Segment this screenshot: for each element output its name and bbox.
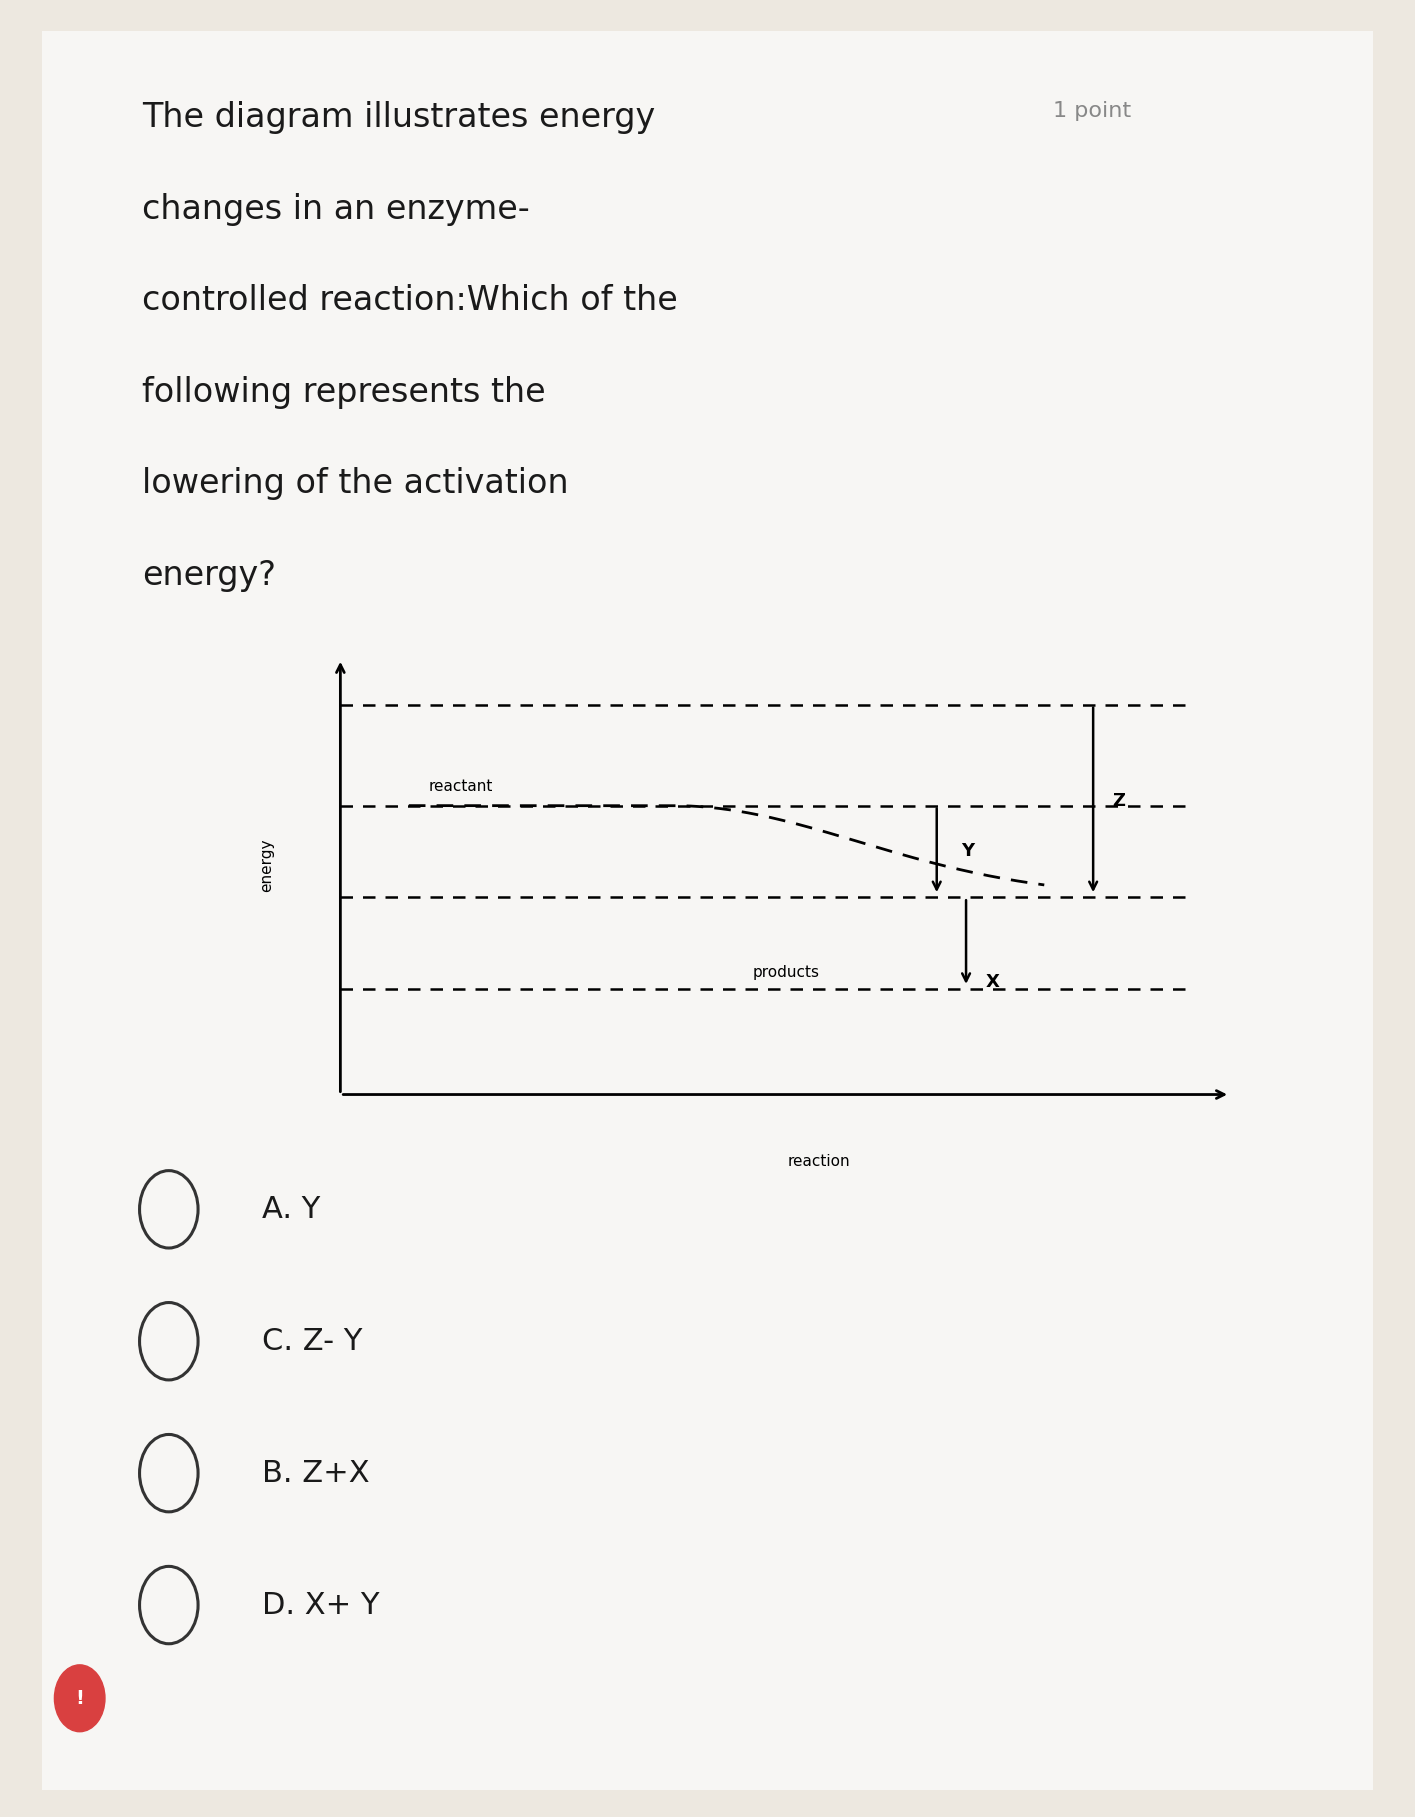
Text: 1 point: 1 point [1053,102,1132,122]
Text: Y: Y [961,843,975,861]
Text: reactant: reactant [429,779,492,794]
Text: reaction: reaction [788,1154,850,1168]
Text: products: products [753,965,819,979]
Text: D. X+ Y: D. X+ Y [262,1590,379,1619]
Text: !: ! [75,1688,83,1708]
Text: energy?: energy? [142,558,276,592]
Text: controlled reaction:Which of the: controlled reaction:Which of the [142,283,678,318]
Text: lowering of the activation: lowering of the activation [142,467,569,500]
Text: A. Y: A. Y [262,1196,320,1225]
Text: changes in an enzyme-: changes in an enzyme- [142,193,531,225]
Text: energy: energy [259,838,275,892]
Text: Z: Z [1112,792,1125,810]
Circle shape [54,1664,105,1732]
Text: C. Z- Y: C. Z- Y [262,1326,362,1355]
Text: X: X [986,974,999,992]
Text: B. Z+X: B. Z+X [262,1459,369,1488]
Text: following represents the: following represents the [142,376,546,409]
Text: The diagram illustrates energy: The diagram illustrates energy [142,102,655,134]
FancyBboxPatch shape [30,13,1385,1808]
